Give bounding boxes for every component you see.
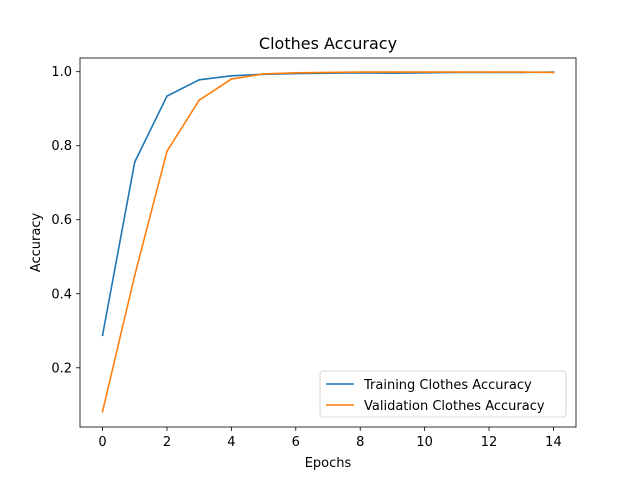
y-tick-label: 0.6 [51,213,72,228]
y-tick-label: 0.4 [51,287,72,302]
data-point [133,161,136,163]
data-point [101,410,104,413]
data-point [359,71,362,73]
data-point [230,74,233,77]
x-tick-label: 8 [356,435,364,450]
data-point [423,71,426,73]
x-tick-label: 14 [545,435,562,450]
x-tick-label: 6 [292,435,300,450]
legend-label: Training Clothes Accuracy [363,378,532,393]
series-line-validation [101,71,555,413]
data-point [391,71,394,73]
data-point [327,71,329,74]
data-point [294,71,297,74]
y-tick-label: 0.8 [51,139,72,154]
legend-label: Validation Clothes Accuracy [364,399,545,414]
y-tick-label: 0.2 [51,361,72,376]
chart-title: Clothes Accuracy [259,34,397,53]
x-tick-label: 0 [98,435,106,450]
data-point [520,71,523,73]
legend-box [319,370,567,418]
y-tick-label: 1.0 [51,65,72,80]
data-point [101,334,104,337]
plot-frame [79,57,577,428]
x-tick-label: 4 [227,435,235,450]
series-line-training [101,71,555,337]
legend: Training Clothes Accuracy Validation Clot… [319,370,567,418]
data-point [198,99,201,102]
data-point [133,274,136,277]
x-tick-label: 12 [481,435,498,450]
series-points-validation [101,71,555,413]
series-layer [101,71,555,413]
data-point [488,71,490,73]
data-point [198,78,201,81]
data-point [455,71,458,73]
x-tick-label: 2 [163,435,171,450]
y-axis-title: Accuracy [29,213,44,273]
series-points-training [101,71,555,337]
x-axis: 0 2 4 6 8 10 12 14 [98,427,562,450]
data-point [552,71,555,74]
x-axis-title: Epochs [305,456,352,471]
data-point [166,95,168,98]
data-point [262,73,265,75]
x-tick-label: 10 [416,435,433,450]
y-axis: 0.2 0.4 0.6 0.8 1.0 [51,65,80,376]
data-point [166,150,168,153]
data-point [230,78,233,80]
